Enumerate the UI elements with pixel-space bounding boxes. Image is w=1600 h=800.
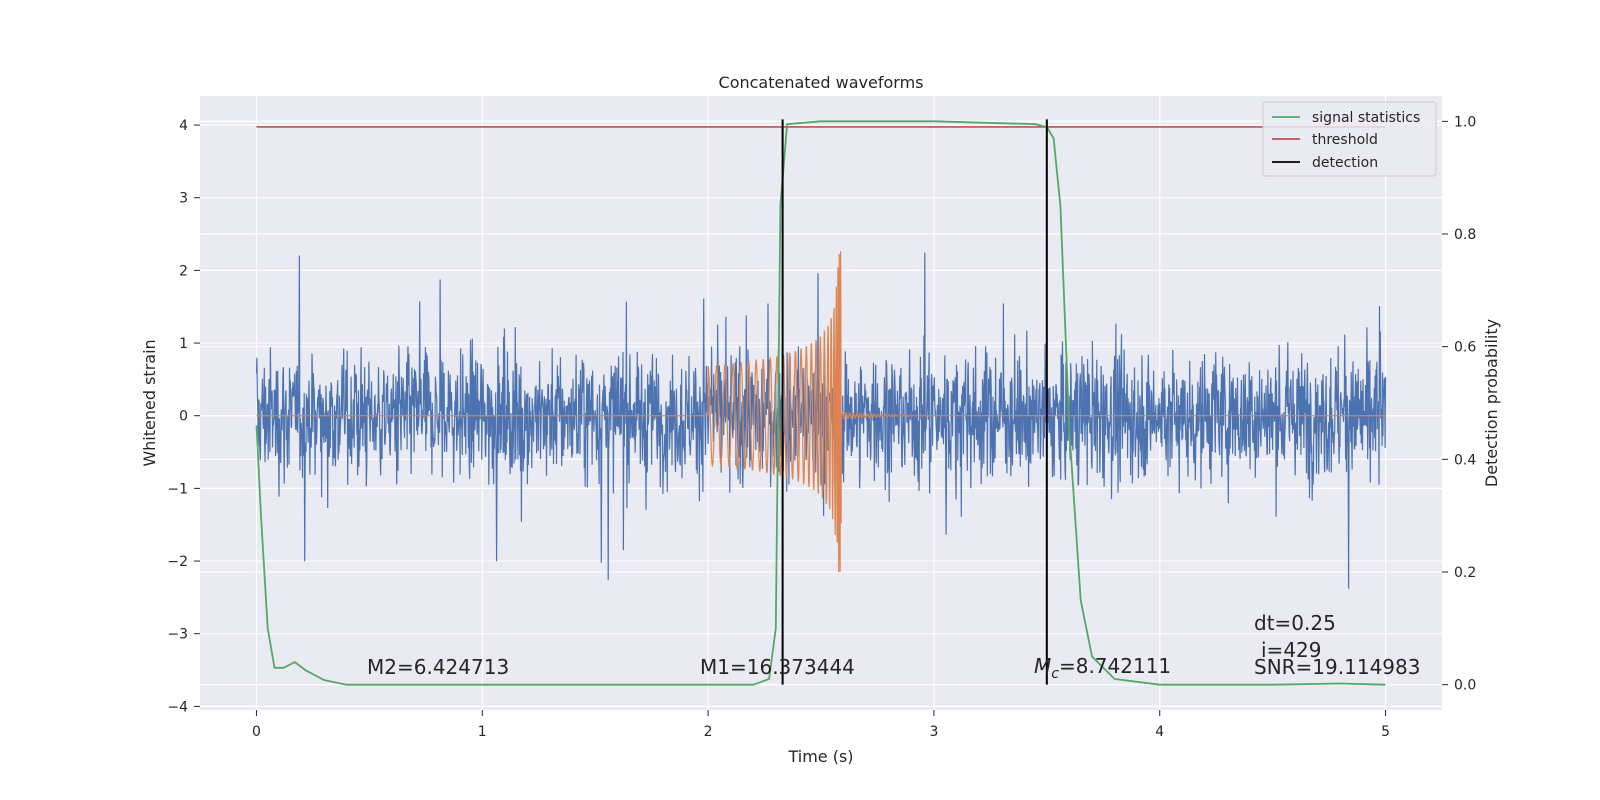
mc-symbol: M [1034,654,1051,678]
i-annotation: i=429 [1261,638,1322,662]
y-axis-label: Whitened strain [140,339,159,466]
m2-annotation: M2=6.424713 [367,655,509,679]
y-tick-label: −3 [167,627,188,643]
y2-tick-label: 0.4 [1454,452,1476,468]
x-axis-label: Time (s) [787,747,853,766]
y-tick-label: −2 [167,554,188,570]
waveform-series-line [256,251,1386,572]
mc-subscript: c [1051,666,1059,682]
y2-axis-label: Detection probability [1482,319,1501,487]
y-tick-label: 4 [179,118,188,134]
plot-area [255,119,1387,686]
y2-tick-label: 1.0 [1454,114,1476,130]
y-tick-label: −4 [167,699,188,715]
y-tick-label: −1 [167,481,188,497]
y2-tick-label: 0.2 [1454,565,1476,581]
annotations: M2=6.424713 M1=16.373444 Mc=8.742111 dt=… [367,611,1420,682]
x-tick-label: 4 [1155,724,1164,740]
x-tick-label: 1 [478,724,487,740]
dt-annotation: dt=0.25 [1254,611,1336,635]
chart-title: Concatenated waveforms [719,73,924,92]
x-tick-label: 0 [252,724,261,740]
legend: signal statistics threshold detection [1262,101,1437,177]
legend-label-detection: detection [1312,155,1378,171]
y-tick-label: 2 [179,263,188,279]
y-tick-label: 1 [179,336,188,352]
legend-box [1262,101,1437,177]
strain-series-line [255,252,1387,589]
x-tick-label: 2 [704,724,713,740]
x-tick-label: 3 [929,724,938,740]
legend-label-signal-statistics: signal statistics [1312,110,1420,126]
signal-statistics-line [255,120,1386,686]
axes: 0 1 2 3 4 5 4 3 2 1 0 −1 −2 −3 −4 1.0 0.8 0.6 0.4 0.2 0.0 [167,114,1476,740]
legend-label-threshold: threshold [1312,132,1378,148]
y-tick-label: 3 [179,191,188,207]
x-tick-label: 5 [1381,724,1390,740]
snr-annotation: SNR=19.114983 [1254,655,1420,679]
y2-tick-label: 0.8 [1454,227,1476,243]
y-tick-label: 0 [179,409,188,425]
y2-tick-label: 0.0 [1454,678,1476,694]
mc-value: =8.742111 [1059,654,1171,678]
mc-annotation: Mc=8.742111 [1034,654,1171,682]
m1-annotation: M1=16.373444 [700,655,855,679]
y2-tick-label: 0.6 [1454,340,1476,356]
